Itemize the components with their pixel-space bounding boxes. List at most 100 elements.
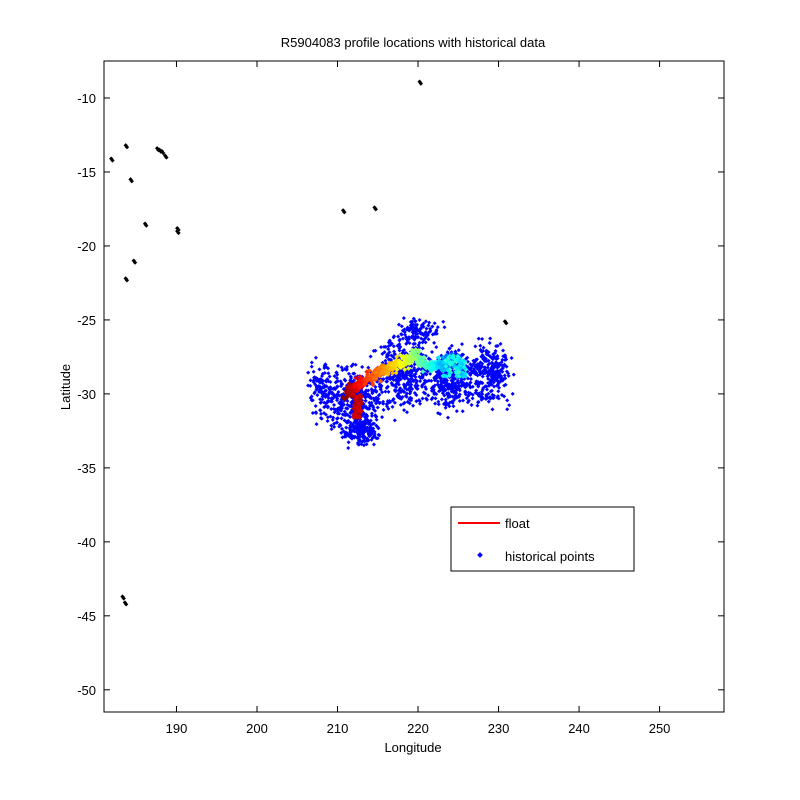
float-profile-point: [373, 376, 379, 382]
historical-point: [379, 383, 384, 388]
historical-point: [371, 442, 376, 447]
historical-point: [369, 387, 374, 392]
historical-point: [481, 357, 486, 362]
historical-point: [437, 384, 442, 389]
float-profile-point: [446, 373, 452, 379]
historical-point: [350, 423, 355, 428]
historical-point: [420, 346, 425, 351]
historical-point: [497, 373, 502, 378]
historical-point: [337, 424, 342, 429]
historical-point: [331, 406, 336, 411]
historical-point: [377, 433, 382, 438]
historical-point: [367, 420, 372, 425]
historical-point: [348, 433, 353, 438]
other-point: [132, 260, 138, 265]
historical-point: [420, 375, 425, 380]
historical-point: [424, 372, 429, 377]
historical-point: [443, 405, 448, 410]
historical-point: [315, 377, 320, 382]
historical-point: [426, 323, 431, 328]
historical-point: [417, 399, 422, 404]
historical-point: [453, 382, 458, 387]
historical-point: [402, 386, 407, 391]
historical-point: [401, 336, 406, 341]
float-profile-point: [445, 367, 451, 373]
historical-point: [381, 407, 386, 412]
historical-point: [416, 343, 421, 348]
historical-point: [432, 376, 437, 381]
historical-point: [383, 389, 388, 394]
historical-point: [415, 386, 420, 391]
historical-point: [465, 400, 470, 405]
historical-point: [447, 404, 452, 409]
historical-point: [451, 390, 456, 395]
historical-point: [405, 325, 410, 330]
historical-point: [369, 427, 374, 432]
historical-point: [404, 382, 409, 387]
historical-point: [504, 357, 509, 362]
historical-point: [351, 362, 356, 367]
historical-point: [329, 427, 334, 432]
other-point: [144, 223, 149, 228]
float-profile-point: [394, 354, 400, 360]
float-profile-point: [441, 368, 447, 373]
historical-point: [317, 377, 322, 382]
historical-point: [346, 440, 351, 445]
axis-ticks: 190 200 210 220 230 240 250 -10 -15 -20 -25 -30 -35 -…: [77, 61, 724, 736]
historical-point: [431, 387, 436, 392]
historical-point: [373, 348, 378, 353]
historical-point: [360, 389, 365, 394]
historical-point: [314, 387, 319, 392]
historical-point: [488, 389, 493, 394]
float-profile-point: [354, 388, 360, 394]
historical-point: [326, 399, 331, 404]
historical-point: [382, 344, 387, 349]
float-profile-point: [418, 356, 423, 361]
historical-point: [433, 396, 438, 401]
float-profile-point: [373, 370, 378, 376]
historical-point: [340, 368, 345, 373]
historical-point: [309, 360, 314, 365]
historical-point: [470, 369, 475, 374]
historical-point: [356, 442, 361, 447]
historical-point: [407, 391, 412, 396]
float-profile-point: [341, 396, 347, 402]
historical-point: [433, 401, 438, 406]
float-profile-point: [354, 395, 360, 401]
historical-point: [330, 417, 335, 422]
float-profile-point: [352, 407, 357, 413]
historical-point: [488, 336, 493, 341]
historical-point: [475, 403, 480, 408]
historical-point: [344, 364, 349, 369]
other-point: [418, 81, 424, 86]
historical-point: [491, 396, 496, 401]
historical-point: [428, 326, 433, 331]
historical-point: [345, 406, 350, 411]
historical-point: [411, 403, 416, 408]
y-tick-label: -50: [77, 683, 96, 698]
other-point: [158, 149, 163, 154]
float-profile-point: [459, 372, 464, 377]
historical-point: [366, 406, 371, 411]
float-profile-point: [459, 361, 465, 367]
historical-point: [370, 403, 375, 408]
historical-point: [396, 334, 401, 339]
float-profile-point: [413, 352, 419, 358]
historical-point: [480, 361, 485, 366]
historical-point: [359, 442, 364, 447]
float-profile-point: [362, 382, 368, 388]
historical-point: [453, 393, 458, 398]
historical-point: [410, 377, 415, 382]
historical-point: [460, 342, 465, 347]
historical-point: [364, 442, 369, 447]
historical-point: [473, 357, 478, 362]
historical-point: [499, 378, 504, 383]
historical-point: [338, 401, 343, 406]
historical-point: [486, 399, 491, 404]
float-profile-point: [460, 370, 466, 376]
historical-point: [383, 358, 388, 363]
historical-point: [423, 336, 428, 341]
historical-point: [493, 376, 498, 381]
historical-point: [484, 350, 489, 355]
other-point: [124, 144, 130, 150]
